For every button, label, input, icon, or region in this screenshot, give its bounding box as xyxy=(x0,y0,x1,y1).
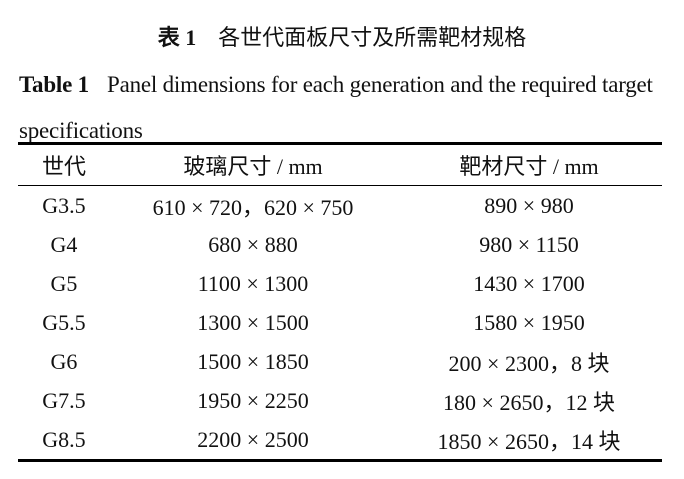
table-row: G3.5 610 × 720，620 × 750 890 × 980 xyxy=(18,186,662,226)
glass-size-cell: 1500 × 1850 xyxy=(197,348,309,374)
table-caption-en: Table 1 Panel dimensions for each generat… xyxy=(19,62,669,154)
target-size-cell: 180 × 2650，12 块 xyxy=(443,389,615,415)
generation-cell: G3.5 xyxy=(42,192,86,218)
glass-size-cell: 1100 × 1300 xyxy=(197,270,309,296)
caption-label: Table 1 xyxy=(19,72,89,97)
glass-size-cell: 1950 × 2250 xyxy=(197,387,309,413)
header-glass-size: 玻璃尺寸 / mm xyxy=(183,154,323,179)
target-size-cell: 980 × 1150 xyxy=(479,231,579,257)
generation-cell: G4 xyxy=(50,231,78,257)
glass-size-cell: 1300 × 1500 xyxy=(197,309,309,335)
generation-cell: G8.5 xyxy=(42,426,86,452)
target-size-cell: 1850 × 2650，14 块 xyxy=(437,428,621,454)
glass-size-cell: 2200 × 2500 xyxy=(197,426,309,452)
generation-cell: G6 xyxy=(50,348,78,374)
target-size-cell: 1430 × 1700 xyxy=(473,270,585,296)
title-text: 各世代面板尺寸及所需靶材规格 xyxy=(218,25,527,50)
table-row: G5.5 1300 × 1500 1580 × 1950 xyxy=(18,303,662,342)
dimensions-table: 世代 玻璃尺寸 / mm 靶材尺寸 / mm G3.5 610 × 720，620… xyxy=(18,142,662,462)
glass-size-cell: 680 × 880 xyxy=(208,231,298,257)
table-row: G5 1100 × 1300 1430 × 1700 xyxy=(18,264,662,303)
table-row: G7.5 1950 × 2250 180 × 2650，12 块 xyxy=(18,381,662,420)
title-label: 表 1 xyxy=(157,25,197,50)
glass-size-cell: 610 × 720，620 × 750 xyxy=(152,194,354,220)
table-row: G8.5 2200 × 2500 1850 × 2650，14 块 xyxy=(18,420,662,461)
target-size-cell: 890 × 980 xyxy=(484,192,574,218)
header-row: 世代 玻璃尺寸 / mm 靶材尺寸 / mm xyxy=(18,143,662,186)
generation-cell: G5.5 xyxy=(42,309,86,335)
header-target-size: 靶材尺寸 / mm xyxy=(459,154,599,179)
target-size-cell: 200 × 2300，8 块 xyxy=(448,350,610,376)
header-generation: 世代 xyxy=(41,154,86,179)
table-title-cn: 表 1 各世代面板尺寸及所需靶材规格 xyxy=(0,20,684,52)
generation-cell: G5 xyxy=(50,270,78,296)
generation-cell: G7.5 xyxy=(42,387,86,413)
caption-text: Panel dimensions for each generation and… xyxy=(19,72,653,143)
table-row: G6 1500 × 1850 200 × 2300，8 块 xyxy=(18,342,662,381)
target-size-cell: 1580 × 1950 xyxy=(473,309,585,335)
table-row: G4 680 × 880 980 × 1150 xyxy=(18,225,662,264)
